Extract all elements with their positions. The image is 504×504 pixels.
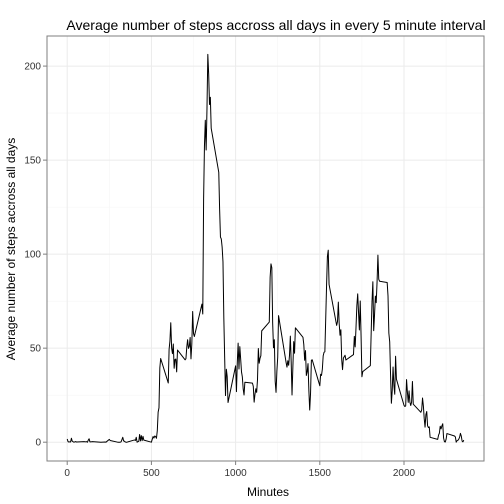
y-tick-label: 0 bbox=[35, 438, 41, 449]
x-tick-label: 2000 bbox=[393, 468, 416, 479]
x-tick-label: 1500 bbox=[309, 468, 332, 479]
chart-title: Average number of steps accross all days… bbox=[66, 17, 485, 33]
x-tick-label: 1000 bbox=[224, 468, 247, 479]
y-tick-label: 150 bbox=[24, 156, 41, 167]
x-axis-title: Minutes bbox=[247, 485, 289, 499]
series-layer bbox=[66, 53, 465, 443]
minor-grid bbox=[47, 36, 484, 461]
x-tick-label: 500 bbox=[143, 468, 160, 479]
x-axis-ticks: 0 500 1000 1500 2000 bbox=[64, 461, 416, 479]
major-grid bbox=[47, 36, 484, 461]
y-tick-label: 100 bbox=[24, 250, 41, 261]
series-line bbox=[66, 53, 465, 443]
y-axis-ticks: 0 50 100 150 200 bbox=[24, 62, 47, 449]
y-tick-label: 50 bbox=[30, 344, 42, 355]
y-axis-title: Average number of steps accross all days bbox=[4, 138, 18, 361]
y-tick-label: 200 bbox=[24, 62, 41, 73]
x-tick-label: 0 bbox=[64, 468, 70, 479]
panel-border bbox=[46, 35, 485, 462]
